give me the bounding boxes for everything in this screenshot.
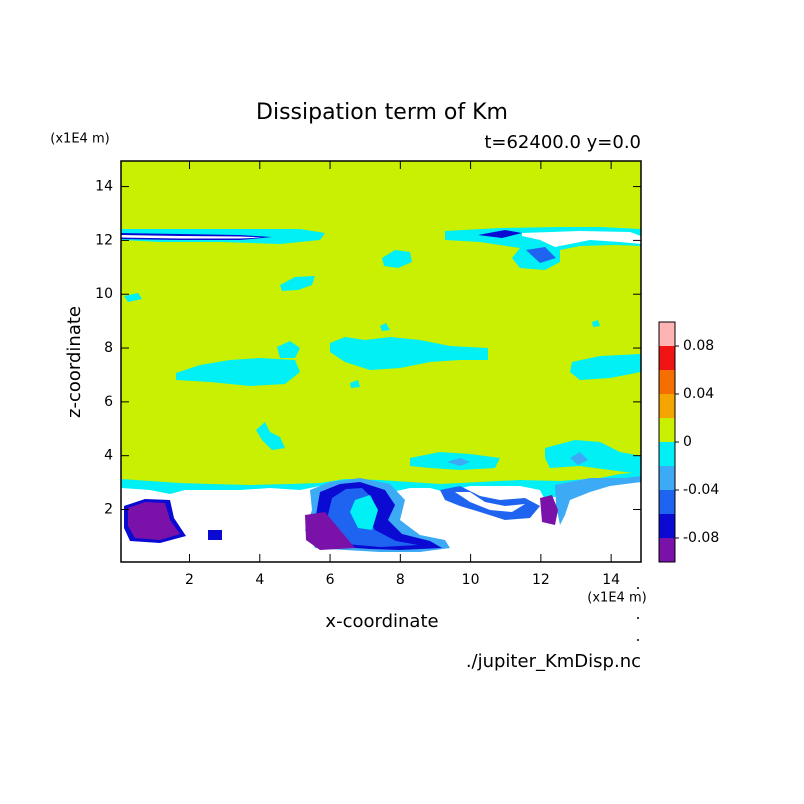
contour-region (350, 380, 360, 388)
colorbar-band (659, 394, 675, 418)
contour-region (382, 250, 412, 268)
colorbar-tick-label: 0 (683, 434, 692, 450)
contour-region (592, 320, 600, 327)
x-tick-label: 10 (462, 572, 480, 588)
colorbar-band (659, 538, 675, 562)
contour-region (277, 341, 300, 358)
y-tick-label: 6 (104, 394, 113, 410)
x-tick-label: 4 (255, 572, 264, 588)
x-tick-label: 2 (185, 572, 194, 588)
chart-title: Dissipation term of Km (256, 100, 508, 125)
x-axis-label: x-coordinate (325, 611, 438, 632)
colorbar-band (659, 346, 675, 370)
colorbar-tick-label: 0.08 (683, 338, 714, 354)
contour-region (526, 247, 556, 263)
contour-region (124, 293, 142, 302)
contour-region (478, 230, 522, 238)
no-data-region (522, 231, 641, 247)
contour-region (350, 495, 378, 530)
colorbar-band (659, 466, 675, 490)
x-unit: (x1E4 m) (587, 591, 646, 606)
y-axis-label: z-coordinate (64, 306, 85, 418)
y-tick-label: 12 (95, 232, 113, 248)
contour-region (280, 276, 315, 291)
no-data-region (121, 235, 262, 239)
colorbar-band (659, 370, 675, 394)
source-label: ./jupiter_KmDisp.nc (466, 651, 641, 672)
contour-region (447, 458, 470, 466)
contour-region (305, 512, 355, 550)
contour-region (570, 452, 588, 465)
colorbar-band (659, 490, 675, 514)
no-data-region (455, 492, 525, 512)
colorbar-tick-label: -0.08 (683, 530, 719, 546)
x-tick-label: 8 (396, 572, 405, 588)
contour-region (380, 323, 390, 331)
colorbar-tick-label: 0.04 (683, 386, 714, 402)
colorbar-tick-label: -0.04 (683, 482, 719, 498)
x-tick-label: 12 (532, 572, 550, 588)
x-tick-label: 14 (602, 572, 620, 588)
colorbar-band (659, 418, 675, 442)
contour-region (328, 488, 418, 547)
contour-region (570, 354, 641, 380)
contour-region (121, 161, 641, 485)
dot (637, 639, 639, 641)
contour-region (256, 422, 285, 450)
colorbar-band (659, 442, 675, 466)
dot (637, 587, 639, 589)
contour-region (208, 530, 222, 540)
colorbar-band (659, 514, 675, 538)
contour-region (330, 337, 488, 370)
dot (637, 617, 639, 619)
contour-region (545, 440, 641, 474)
chart-subtitle: t=62400.0 y=0.0 (484, 132, 641, 153)
contour-region (555, 476, 641, 525)
contour-region (540, 495, 558, 525)
contour-region (176, 358, 300, 386)
y-tick-label: 2 (104, 502, 113, 518)
y-tick-label: 10 (95, 286, 113, 302)
y-tick-label: 8 (104, 340, 113, 356)
contour-field (121, 161, 641, 552)
plot-frame (120, 160, 642, 563)
y-tick-label: 4 (104, 448, 113, 464)
y-tick-label: 14 (95, 179, 113, 195)
contour-region (128, 502, 180, 540)
y-unit: (x1E4 m) (50, 132, 109, 147)
colorbar-band (659, 322, 675, 346)
x-tick-label: 6 (326, 572, 335, 588)
